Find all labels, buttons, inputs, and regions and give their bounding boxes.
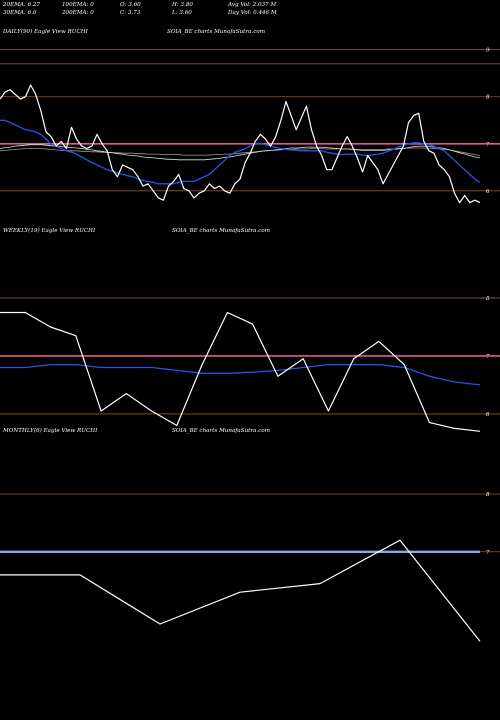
stat-high: H: 3.80 — [172, 2, 193, 8]
weekly-tick-6: 6 — [486, 412, 490, 418]
weekly-ema-blue-line — [0, 363, 481, 386]
stat-avg-vol: Avg Vol: 2.037 M — [228, 2, 277, 8]
stat-close: C: 3.73 — [120, 10, 141, 16]
weekly-price-line — [0, 311, 481, 432]
daily-ema-blue-line — [0, 119, 481, 185]
daily-price-line — [0, 84, 481, 204]
stat-200ema: 200EMA: 0 — [62, 10, 94, 16]
monthly-tick-7: 7 — [486, 550, 490, 556]
daily-ema-white-line — [0, 144, 481, 161]
daily-ema-gray-line — [0, 147, 481, 156]
daily-tick-9: 9 — [486, 48, 490, 54]
monthly-panel-source: SOIA_BE charts MunafaSutra.com — [172, 428, 271, 434]
stat-day-vol: Day Vol: 0.446 M — [228, 10, 277, 16]
weekly-tick-7: 7 — [486, 354, 490, 360]
monthly-panel-label: MONTHLY(6) Eagle View RUCHI — [3, 428, 98, 434]
stat-30ema: 30EMA: 6.6 — [3, 10, 37, 16]
daily-tick-7: 7 — [486, 142, 490, 148]
monthly-price-line — [0, 539, 481, 642]
daily-tick-8: 8 — [486, 95, 490, 101]
weekly-panel-label: WEEKLY(19) Eagle View RUCHI — [3, 228, 96, 234]
monthly-tick-8: 8 — [486, 492, 490, 498]
daily-panel-source: SOIA_BE charts MunafaSutra.com — [167, 29, 266, 35]
stat-100ema: 100EMA: 0 — [62, 2, 94, 8]
weekly-panel-source: SOIA_BE charts MunafaSutra.com — [172, 228, 271, 234]
daily-tick-6: 6 — [486, 189, 490, 195]
daily-panel-label: DAILY(90) Eagle View RUCHI — [3, 29, 88, 35]
stat-open: O: 3.60 — [120, 2, 141, 8]
stat-low: L: 3.60 — [172, 10, 192, 16]
stat-20ema: 20EMA: 6.27 — [3, 2, 41, 8]
weekly-tick-8: 8 — [486, 296, 490, 302]
